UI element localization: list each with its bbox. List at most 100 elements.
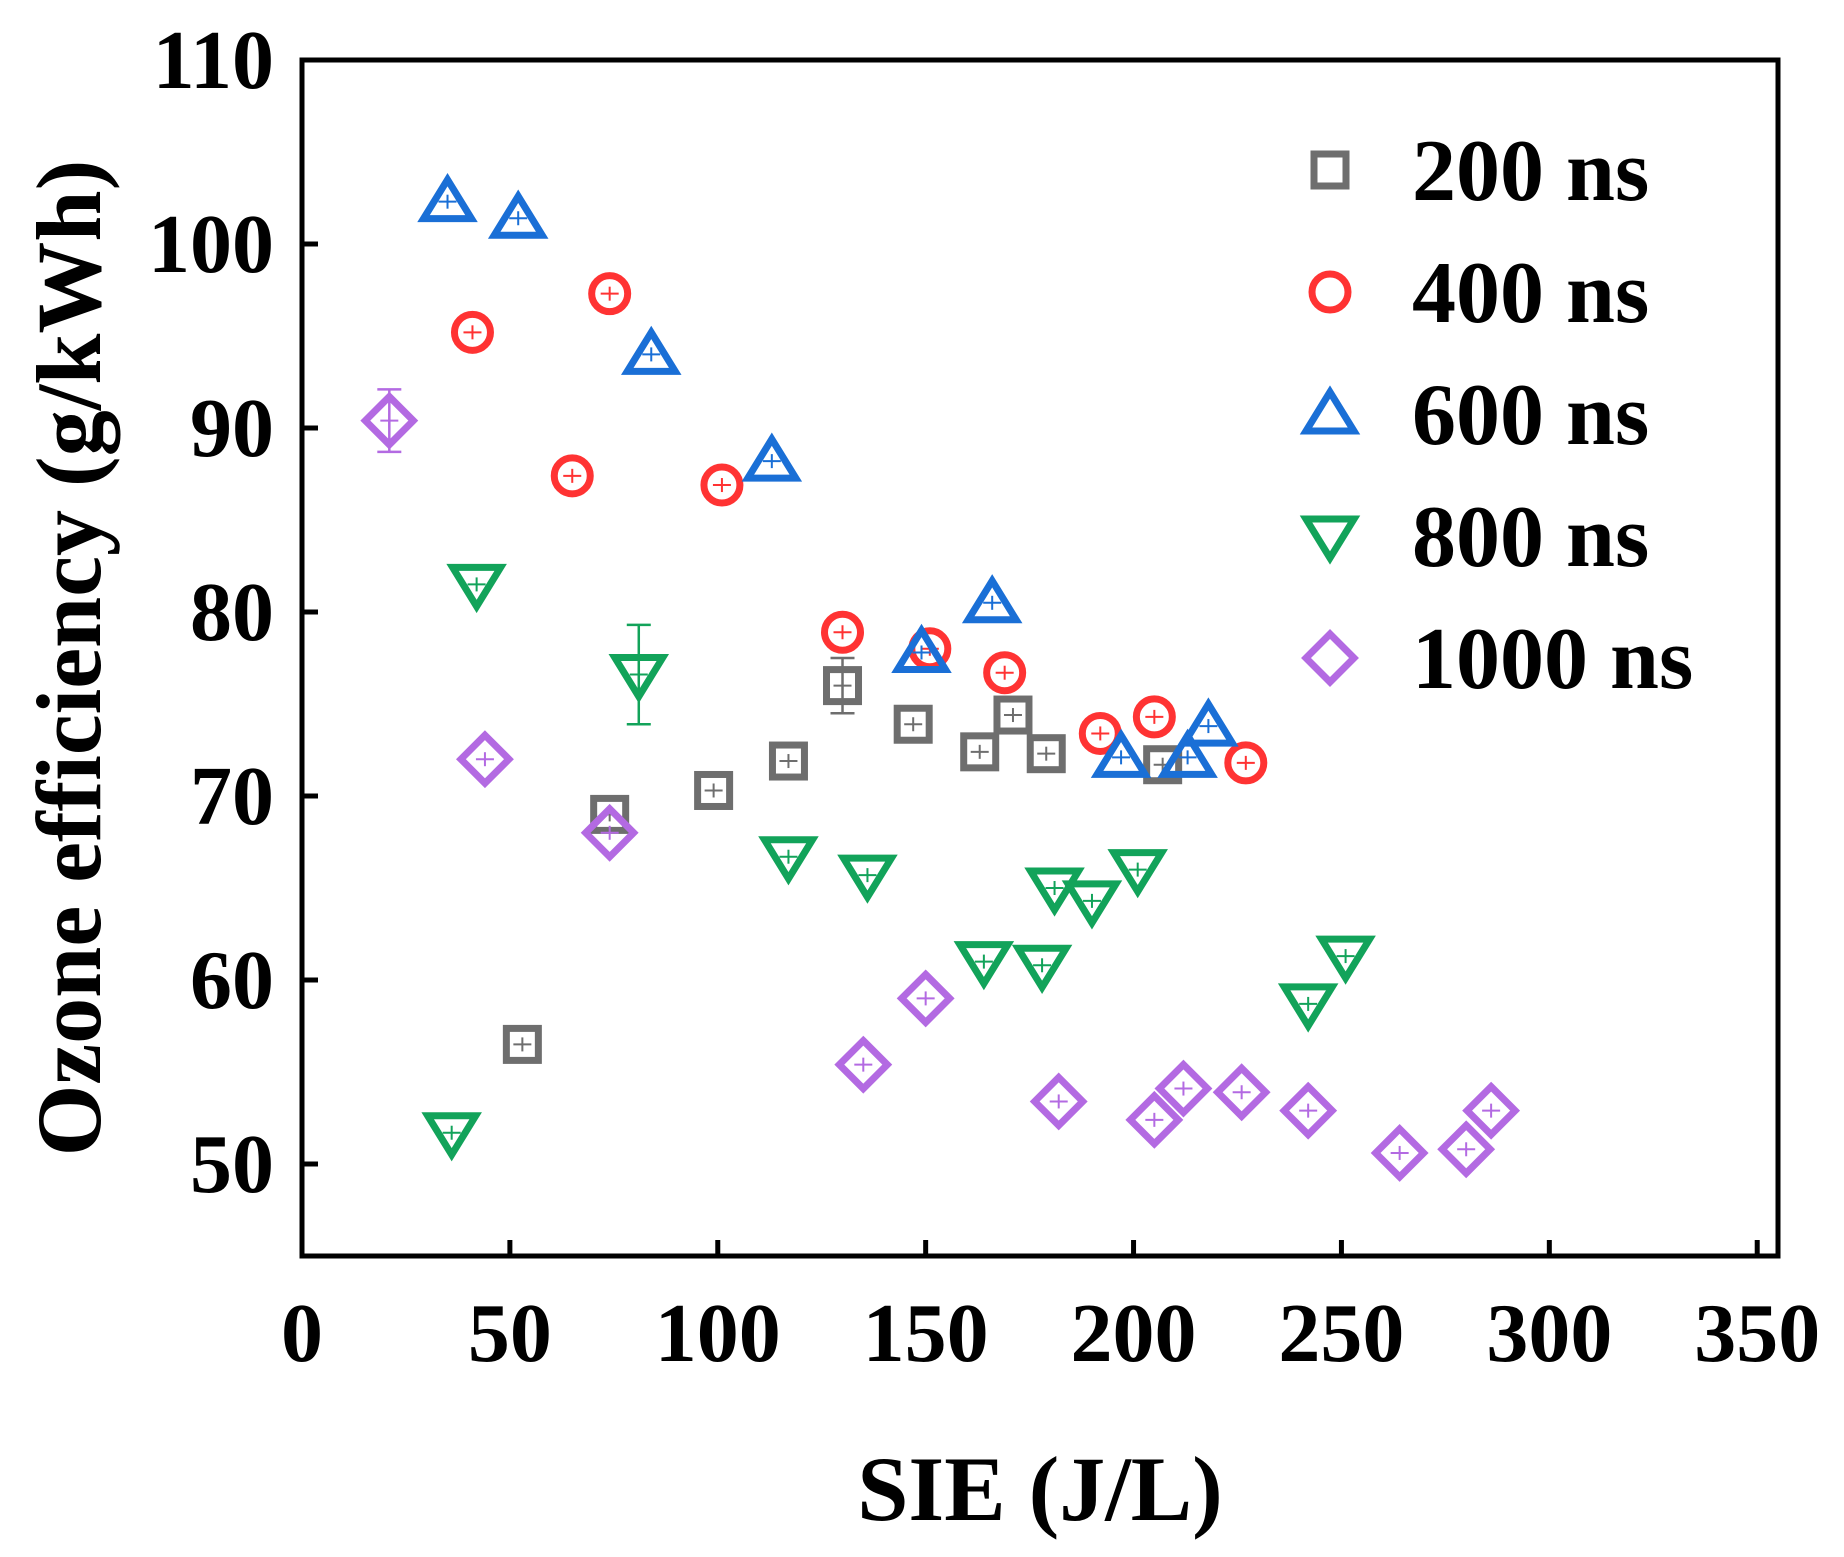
data-point [417, 173, 478, 223]
data-point [694, 770, 734, 810]
triangle-up-marker [1299, 385, 1361, 435]
series-1000-ns [360, 388, 1521, 1182]
data-point [1224, 741, 1268, 785]
square-marker [1310, 150, 1350, 190]
data-point [580, 803, 639, 862]
data-point [1315, 935, 1376, 985]
diamond-marker [1154, 1059, 1213, 1118]
diamond-marker [1279, 1081, 1338, 1140]
triangle-down-marker [1024, 867, 1085, 917]
circle-marker [1224, 741, 1268, 785]
triangle-down-marker [1107, 849, 1168, 899]
legend-label: 600 ns [1412, 367, 1649, 464]
square-marker [694, 770, 734, 810]
legend-item: 800 ns [1299, 489, 1649, 586]
x-tick-label: 0 [281, 1287, 323, 1380]
data-point [1178, 697, 1239, 747]
data-point [700, 463, 744, 507]
triangle-up-marker [620, 325, 682, 375]
circle-marker [588, 272, 632, 316]
data-point [741, 432, 803, 482]
circle-marker [821, 610, 865, 654]
series-200-ns [502, 656, 1183, 1064]
circle-marker [983, 651, 1027, 695]
triangle-down-marker [953, 941, 1015, 991]
square-marker [768, 741, 808, 781]
triangle-up-marker [1090, 728, 1152, 778]
data-point [834, 1035, 893, 1094]
legend-label: 400 ns [1412, 245, 1649, 342]
square-marker [993, 695, 1033, 735]
y-tick-label: 80 [190, 566, 274, 659]
x-tick-label: 150 [863, 1287, 989, 1380]
y-tick-label: 60 [190, 934, 274, 1027]
triangle-down-marker [446, 563, 507, 614]
triangle-down-marker [1315, 935, 1376, 985]
x-tick-label: 250 [1278, 1287, 1404, 1380]
data-point [893, 704, 933, 744]
x-tick-label: 300 [1486, 1287, 1612, 1380]
data-point [993, 695, 1033, 735]
data-point [608, 654, 670, 704]
triangle-up-marker [1178, 697, 1239, 747]
diamond-marker [360, 391, 419, 450]
data-point [1279, 1081, 1338, 1140]
triangle-up-marker [487, 189, 549, 239]
data-point [1370, 1124, 1429, 1182]
x-tick-label: 350 [1694, 1287, 1820, 1380]
circle-marker [550, 454, 594, 498]
data-point [961, 574, 1023, 624]
data-point [360, 391, 419, 450]
triangle-up-marker [1157, 728, 1218, 778]
square-marker [502, 1024, 542, 1064]
x-axis-title: SIE (J/L) [857, 1438, 1223, 1540]
triangle-down-marker [1277, 983, 1339, 1033]
data-point [891, 623, 952, 673]
y-axis-title: Ozone efficiency (g/kWh) [18, 160, 120, 1156]
legend-marker [1301, 629, 1359, 687]
diamond-marker [1029, 1072, 1088, 1131]
data-point [1437, 1120, 1496, 1179]
data-point [1029, 1072, 1088, 1131]
diamond-marker [1437, 1120, 1496, 1179]
data-point [1024, 867, 1085, 917]
data-point [446, 563, 507, 614]
legend-item: 600 ns [1299, 367, 1649, 464]
circle-marker [700, 463, 744, 507]
diamond-marker [1212, 1063, 1271, 1122]
diamond-marker [1125, 1090, 1184, 1149]
data-point [1157, 728, 1218, 778]
triangle-down-marker [608, 654, 670, 704]
diamond-marker [1301, 629, 1359, 687]
triangle-down-marker [421, 1112, 482, 1162]
data-point [1090, 728, 1152, 778]
data-point [1277, 983, 1339, 1033]
data-point [1132, 695, 1176, 739]
circle-marker [1132, 695, 1176, 739]
data-point [590, 794, 630, 834]
data-point [837, 854, 898, 904]
square-marker [1026, 734, 1066, 774]
data-point [1462, 1081, 1521, 1140]
legend-item: 1000 ns [1301, 611, 1693, 708]
data-point [960, 732, 1000, 772]
data-point [983, 651, 1027, 695]
series-800-ns [421, 563, 1376, 1162]
series-600-ns [417, 173, 1239, 778]
triangle-up-marker [417, 173, 478, 223]
circle-marker [450, 310, 494, 354]
data-point [1212, 1063, 1271, 1122]
triangle-down-marker [1061, 880, 1123, 930]
data-point [821, 610, 865, 654]
y-tick-label: 70 [190, 750, 274, 843]
legend-marker [1310, 150, 1350, 190]
square-marker [1143, 745, 1183, 785]
legend-label: 200 ns [1412, 123, 1649, 220]
legend-item: 400 ns [1308, 245, 1649, 342]
data-point [421, 1112, 482, 1162]
data-point [487, 189, 549, 239]
data-point [953, 941, 1015, 991]
series-400-ns [450, 272, 1268, 785]
